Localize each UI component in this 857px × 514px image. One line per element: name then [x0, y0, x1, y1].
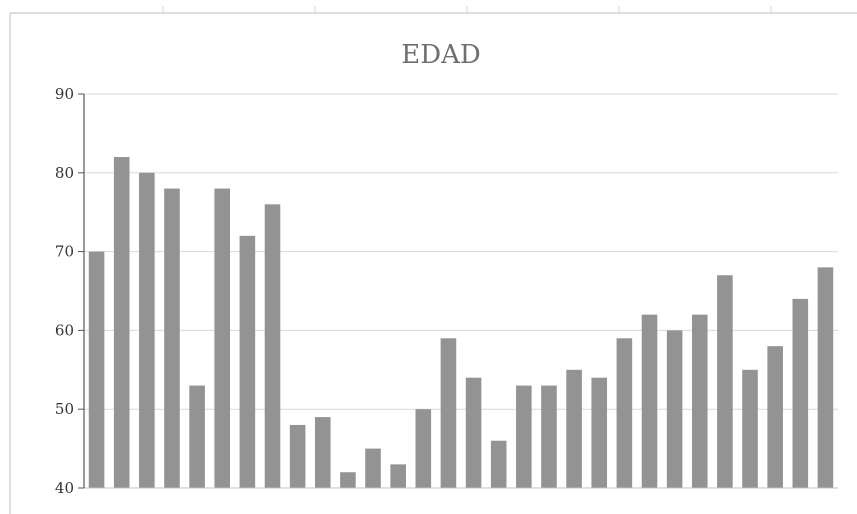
chart-title: EDAD [401, 40, 480, 70]
bar [817, 267, 834, 488]
bar [88, 251, 105, 488]
bar [541, 385, 557, 488]
bar [139, 172, 155, 489]
bar [415, 409, 432, 488]
bar [566, 369, 582, 488]
gridlines [84, 93, 838, 489]
y-tick-label: 70 [55, 243, 74, 261]
bar [365, 448, 381, 488]
bar [717, 275, 733, 488]
bar [465, 377, 482, 488]
bar [616, 338, 633, 488]
bar [314, 417, 331, 488]
bar [113, 157, 130, 489]
bar [289, 424, 306, 488]
bar [591, 377, 608, 488]
bar [666, 330, 683, 488]
bar [214, 188, 231, 488]
y-tick-label: 80 [55, 164, 74, 182]
bar [742, 369, 758, 488]
y-axis: 40 50 60 70 80 90 [55, 85, 85, 497]
y-tick-label: 90 [55, 85, 74, 103]
sheet-frame [9, 6, 857, 514]
bar [516, 385, 532, 488]
bar [189, 385, 205, 488]
y-tick-label: 60 [55, 321, 74, 339]
bar [490, 440, 507, 488]
bar [264, 204, 281, 488]
bar [239, 235, 256, 488]
y-tick-label: 40 [55, 479, 74, 497]
bar [164, 188, 180, 488]
bar [641, 314, 658, 488]
bar [691, 314, 708, 488]
bar [792, 298, 809, 488]
y-tick-label: 50 [55, 400, 74, 418]
bar-series [84, 157, 838, 489]
bar [340, 472, 356, 488]
bar [767, 346, 783, 488]
bar [390, 464, 406, 488]
bar [440, 338, 457, 488]
